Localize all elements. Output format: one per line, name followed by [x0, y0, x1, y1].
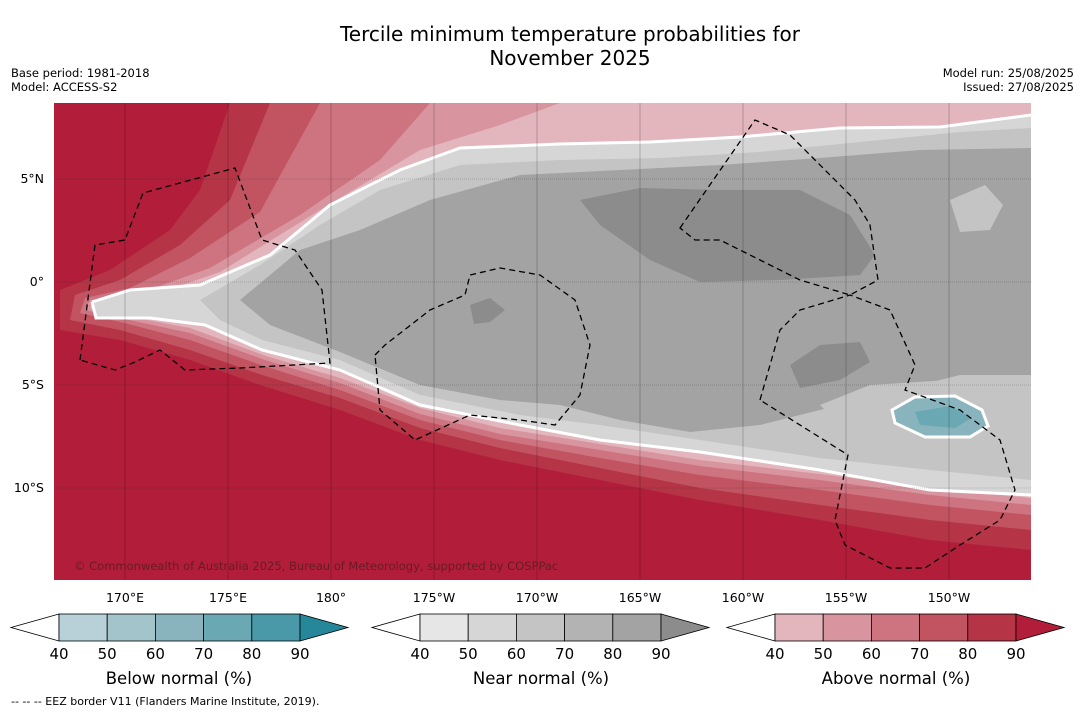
- near-normal-light-patch: [950, 185, 1003, 232]
- colorbar-tick-label: 90: [1006, 645, 1025, 663]
- y-tick-labels: 5°N 0° 5°S 10°S: [14, 171, 44, 495]
- x-tick-label: 150°W: [928, 590, 970, 605]
- x-tick-label: 175°E: [209, 590, 247, 605]
- y-tick-label: 0°: [30, 274, 44, 289]
- colorbar-below-lower-extend: [9, 613, 60, 642]
- model-run: Model run: 25/08/2025: [942, 66, 1074, 80]
- eez-border-1: [79, 167, 331, 371]
- below-normal-core: [915, 406, 972, 428]
- colorbar-tick-label: 40: [49, 645, 68, 663]
- x-tick-label: 180°: [316, 590, 346, 605]
- x-tick-label: 175°W: [413, 590, 455, 605]
- colorbar-labels: Below normal (%) Near normal (%) Above n…: [106, 669, 971, 688]
- colorbar-tick-label: 50: [814, 645, 833, 663]
- colorbar-below-segment: [203, 613, 253, 642]
- colorbar-label-above: Above normal (%): [822, 669, 971, 688]
- colorbar-near-segment: [516, 613, 566, 642]
- x-tick-label: 155°W: [825, 590, 867, 605]
- colorbar-below-segment: [251, 613, 301, 642]
- near-normal-boundary: [90, 113, 1032, 497]
- colorbar-tick-label: 80: [242, 645, 261, 663]
- y-tick-label: 10°S: [14, 480, 44, 495]
- colorbar-tick-label: 50: [98, 645, 117, 663]
- chart-title: Tercile minimum temperature probabilitie…: [0, 22, 1085, 70]
- colorbar-near-segment: [564, 613, 614, 642]
- colorbar-tick-label: 80: [603, 645, 622, 663]
- colorbar-below-upper-extend: [299, 613, 350, 642]
- x-tick-label: 165°W: [619, 590, 661, 605]
- colorbar-tick-label: 70: [194, 645, 213, 663]
- x-tick-label: 170°E: [106, 590, 144, 605]
- near-normal-level-70-c: [470, 298, 505, 324]
- colorbar-label-near: Near normal (%): [473, 669, 609, 688]
- colorbar-near-segment: [467, 613, 517, 642]
- colorbar-near-lower-extend: [370, 613, 421, 642]
- colorbar-tick-label: 90: [651, 645, 670, 663]
- title-line-2: November 2025: [489, 46, 651, 70]
- eez-border-4: [759, 294, 1016, 569]
- colorbar-above-segment: [871, 613, 921, 642]
- colorbar-tick-label: 70: [555, 645, 574, 663]
- title-line-1: Tercile minimum temperature probabilitie…: [339, 22, 801, 46]
- y-tick-label: 5°S: [22, 377, 44, 392]
- colorbar-above-segment: [919, 613, 969, 642]
- issued-date: Issued: 27/08/2025: [963, 80, 1074, 94]
- x-tick-labels: 170°E 175°E 180° 175°W 170°W 165°W 160°W…: [106, 590, 970, 605]
- colorbar-above-segment: [774, 613, 824, 642]
- colorbar-above-segment: [822, 613, 872, 642]
- near-normal-level-70-b: [790, 342, 870, 388]
- eez-border-2: [374, 267, 591, 441]
- colorbar-tick-label: 50: [459, 645, 478, 663]
- grid: [54, 103, 1031, 580]
- colorbar-tick-label: 40: [410, 645, 429, 663]
- colorbar-below-segment: [58, 613, 108, 642]
- colorbar-label-below: Below normal (%): [106, 669, 253, 688]
- colorbar-below-segment: [106, 613, 156, 642]
- map-plot: © Commonwealth of Australia 2025, Bureau…: [54, 103, 1032, 580]
- colorbar-tick-label: 60: [146, 645, 165, 663]
- colorbars: 40 50 60 70 80 90 40 50 60 70 80 90 40 50 60 70 80 90: [9, 613, 1066, 663]
- copyright-text: © Commonwealth of Australia 2025, Bureau…: [74, 559, 558, 573]
- near-normal-level-70: [580, 188, 875, 282]
- colorbar-tick-label: 90: [290, 645, 309, 663]
- colorbar-tick-label: 40: [765, 645, 784, 663]
- x-tick-label: 160°W: [722, 590, 764, 605]
- colorbar-near-segment: [419, 613, 469, 642]
- base-period: Base period: 1981-2018: [11, 66, 150, 80]
- colorbar-tick-label: 70: [910, 645, 929, 663]
- colorbar-above-lower-extend: [725, 613, 776, 642]
- colorbar-tick-label: 80: [958, 645, 977, 663]
- colorbar-tick-label: 60: [507, 645, 526, 663]
- footnote: -- -- -- EEZ border V11 (Flanders Marine…: [11, 695, 320, 708]
- colorbar-near-segment: [612, 613, 662, 642]
- colorbar-near-upper-extend: [660, 613, 711, 642]
- meta-right: Model run: 25/08/2025 Issued: 27/08/2025: [943, 66, 1074, 94]
- colorbar-above-segment: [967, 613, 1017, 642]
- colorbar-above-upper-extend: [1015, 613, 1066, 642]
- x-tick-label: 170°W: [516, 590, 558, 605]
- colorbar-tick-label: 60: [862, 645, 881, 663]
- colorbar-below-segment: [154, 613, 204, 642]
- model-name: Model: ACCESS-S2: [11, 80, 118, 94]
- meta-left: Base period: 1981-2018 Model: ACCESS-S2: [11, 66, 150, 94]
- y-tick-label: 5°N: [20, 171, 44, 186]
